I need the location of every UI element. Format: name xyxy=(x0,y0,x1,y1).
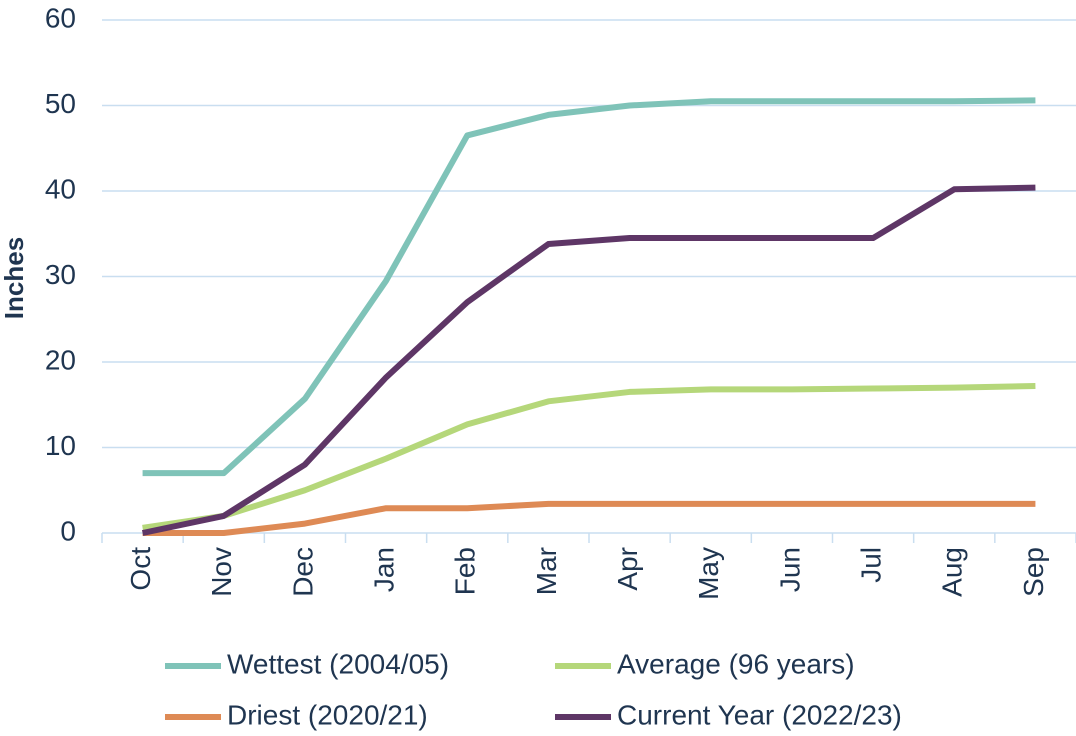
series-line xyxy=(142,97,1036,477)
x-tick-label: Jun xyxy=(774,547,805,592)
legend-label: Current Year (2022/23) xyxy=(617,699,902,730)
y-tick-label: 50 xyxy=(45,88,76,119)
legend-label: Driest (2020/21) xyxy=(227,699,428,730)
y-tick-label: 60 xyxy=(45,2,76,33)
x-tick-label: Aug xyxy=(937,547,968,597)
y-tick-label: 20 xyxy=(45,344,76,375)
series-line xyxy=(141,184,1036,536)
x-tick-label: Mar xyxy=(531,547,562,595)
x-tick-label: May xyxy=(693,547,724,600)
series-line xyxy=(142,500,1036,536)
y-axis-label: Inches xyxy=(0,237,29,319)
y-tick-label: 30 xyxy=(45,259,76,290)
y-tick-label: 0 xyxy=(60,515,76,546)
legend-label: Wettest (2004/05) xyxy=(227,648,449,679)
y-tick-label: 10 xyxy=(45,430,76,461)
x-tick-label: Oct xyxy=(125,547,156,591)
x-tick-label: Nov xyxy=(206,547,237,597)
x-tick-label: Dec xyxy=(287,547,318,597)
x-tick-label: Apr xyxy=(612,547,643,591)
x-tick-label: Jul xyxy=(855,547,886,583)
y-tick-label: 40 xyxy=(45,173,76,204)
x-tick-label: Sep xyxy=(1018,547,1049,597)
series-line xyxy=(142,382,1036,531)
legend-label: Average (96 years) xyxy=(617,648,855,679)
x-tick-label: Jan xyxy=(368,547,399,592)
x-tick-label: Feb xyxy=(450,547,481,595)
